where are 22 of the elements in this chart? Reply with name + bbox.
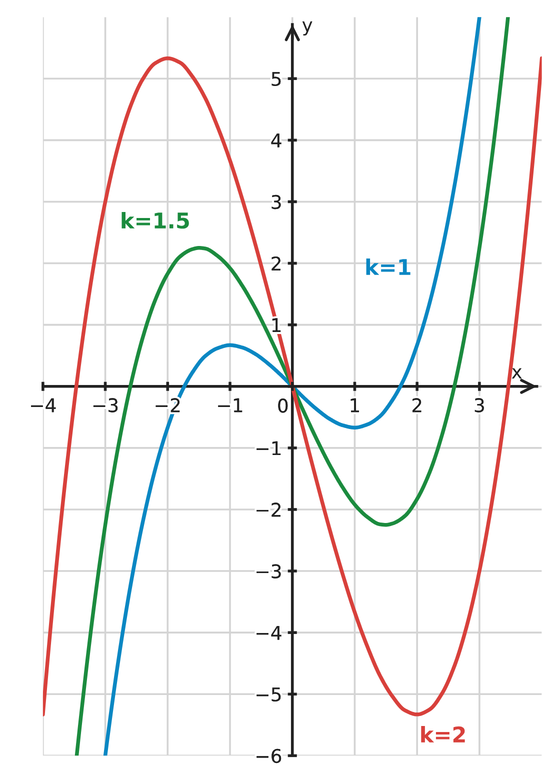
x-tick-label: 1 — [350, 398, 359, 412]
x-axis-title: x — [512, 368, 522, 378]
y-tick-label: −4 — [256, 626, 282, 640]
x-tick-label: −4 — [31, 398, 56, 412]
series-label: k=1.5 — [122, 212, 189, 229]
y-axis-title: y — [302, 21, 312, 36]
y-tick-label: −2 — [256, 502, 280, 517]
y-tick-label: −1 — [256, 441, 281, 456]
series-label: k=1 — [366, 258, 410, 275]
y-tick-label: −6 — [256, 748, 282, 764]
y-tick-label: 4 — [271, 134, 282, 148]
x-tick-label: −3 — [93, 398, 118, 412]
x-tick-label: 2 — [412, 398, 422, 412]
y-tick-label: 5 — [272, 72, 281, 86]
x-tick-label: 3 — [474, 398, 484, 412]
x-tick-label: 0 — [278, 398, 288, 413]
series-label: k=2 — [421, 726, 465, 742]
y-tick-label: 2 — [272, 256, 280, 270]
y-tick-label: −3 — [256, 564, 281, 578]
y-tick-label: 3 — [272, 194, 281, 210]
x-tick-label: −1 — [218, 398, 242, 412]
y-tick-label: −5 — [256, 688, 281, 702]
